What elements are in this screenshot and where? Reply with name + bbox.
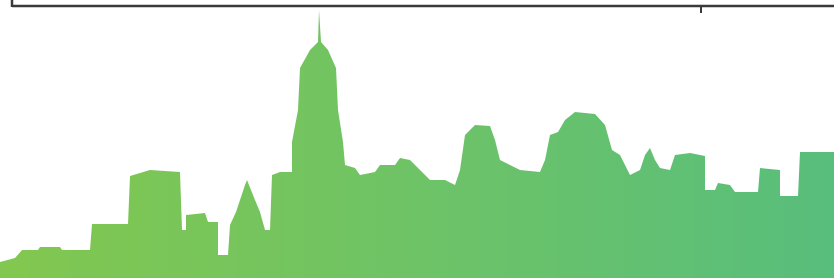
skyline [0, 10, 834, 278]
top-rule [12, 0, 834, 13]
skyline-illustration [0, 0, 834, 278]
page [0, 0, 834, 278]
